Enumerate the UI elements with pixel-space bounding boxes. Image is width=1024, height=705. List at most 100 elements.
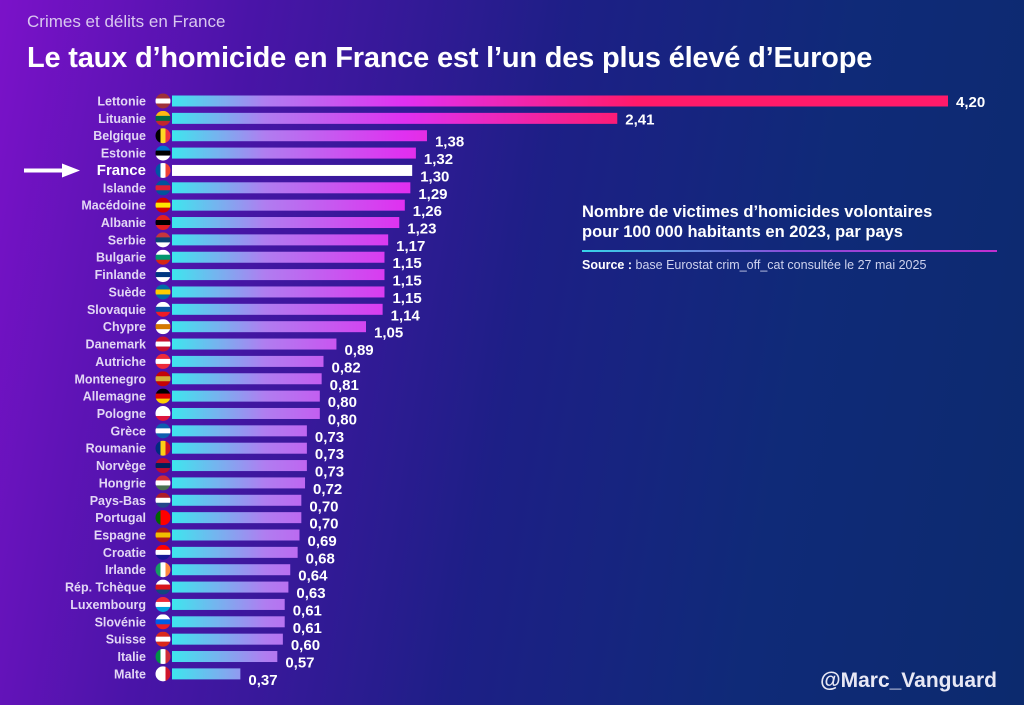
category-label: Danemark: [86, 338, 146, 352]
category-label: Suède: [108, 285, 146, 299]
flag-icon: [155, 371, 171, 387]
flag-icon: [155, 215, 171, 231]
flag-icon: [155, 180, 171, 196]
bar: [172, 460, 307, 472]
bar-row: Danemark 0,89: [86, 336, 374, 359]
value-label: 1,26: [413, 203, 442, 220]
bar-row: Espagne 0,69: [94, 527, 337, 550]
bar: [172, 217, 400, 229]
bar-row: Roumanie 0,73: [86, 440, 344, 463]
value-label: 0,61: [293, 620, 322, 637]
value-label: 1,23: [407, 221, 436, 238]
value-label: 0,68: [306, 550, 335, 567]
bar-row: Chypre 1,05: [103, 319, 403, 342]
bar: [172, 442, 307, 454]
category-label: Albanie: [101, 216, 146, 230]
bar-row: Albanie 1,23: [101, 215, 436, 238]
value-label: 1,17: [396, 238, 425, 255]
bar-row: Irlande 0,64: [105, 562, 328, 585]
bar: [172, 130, 427, 142]
value-label: 0,82: [332, 359, 361, 376]
bar: [172, 633, 283, 645]
bar: [172, 512, 302, 524]
source-note: Source : base Eurostat crim_off_cat cons…: [582, 258, 1002, 272]
category-label: Roumanie: [86, 442, 146, 456]
bar-row: Portugal 0,70: [95, 510, 339, 533]
value-label: 1,38: [435, 134, 464, 151]
flag-icon: [155, 353, 171, 369]
bar-row: Suisse 0,60: [106, 631, 320, 654]
bar: [172, 251, 385, 263]
flag-icon: [155, 544, 171, 560]
value-label: 0,64: [298, 568, 328, 585]
category-label: Malte: [114, 667, 146, 681]
bar: [172, 234, 389, 246]
legend-line-1: Nombre de victimes d’homicides volontair…: [582, 203, 933, 221]
bar: [172, 321, 366, 333]
value-label: 1,15: [392, 255, 421, 272]
flag-icon: [155, 93, 171, 109]
flag-icon: [155, 475, 171, 491]
category-label: Hongrie: [99, 476, 146, 490]
bar-row: Luxembourg 0,61: [70, 596, 322, 619]
flag-icon: [155, 596, 171, 612]
bar: [172, 373, 322, 385]
flag-icon: [155, 614, 171, 630]
value-label: 0,69: [307, 533, 336, 550]
bar: [172, 651, 278, 663]
value-label: 0,73: [315, 464, 344, 481]
category-label: Portugal: [95, 511, 146, 525]
flag-icon: [155, 232, 171, 248]
bar: [172, 668, 241, 680]
value-label: 0,73: [315, 429, 344, 446]
category-label: Islande: [103, 181, 146, 195]
flag-icon: [155, 267, 171, 283]
value-label: 1,05: [374, 325, 403, 342]
category-label: Norvège: [96, 459, 146, 473]
bar: [172, 425, 307, 437]
flag-icon: [155, 145, 171, 161]
value-label: 0,70: [309, 498, 338, 515]
bar-row: Bulgarie 1,15: [96, 249, 422, 272]
bar-row: Islande 1,29: [103, 180, 448, 203]
flag-icon: [155, 301, 171, 317]
value-label: 1,15: [392, 290, 421, 307]
flag-icon: [155, 319, 171, 335]
legend-line-2: pour 100 000 habitants en 2023, par pays: [582, 223, 903, 241]
category-label: Allemagne: [83, 390, 146, 404]
value-label: 0,37: [248, 672, 277, 689]
flag-icon: [155, 423, 171, 439]
bar-row: Allemagne 0,80: [83, 388, 357, 411]
bar: [172, 338, 337, 350]
bar-row: Autriche 0,82: [95, 353, 361, 376]
bar-row: Norvège 0,73: [96, 458, 344, 481]
category-label: Lituanie: [98, 112, 146, 126]
value-label: 0,63: [296, 585, 325, 602]
bar-row: Lettonie 4,20: [97, 93, 985, 111]
chart-title: Le taux d’homicide en France est l’un de…: [27, 42, 873, 74]
bar: [172, 303, 383, 315]
value-label: 0,61: [293, 602, 322, 619]
bar: [172, 390, 320, 402]
bar: [172, 407, 320, 419]
bar: [172, 164, 413, 176]
flag-icon: [155, 128, 171, 144]
bar: [172, 581, 289, 593]
flag-icon: [155, 110, 171, 126]
value-label: 0,80: [328, 394, 357, 411]
bar-row: Hongrie 0,72: [99, 475, 342, 498]
source-label: Source :: [582, 258, 633, 272]
bar: [172, 286, 385, 298]
category-label: Italie: [118, 650, 147, 664]
category-label: Slovénie: [95, 615, 146, 629]
bar: [172, 355, 324, 367]
value-label: 0,60: [291, 637, 320, 654]
value-label: 2,41: [625, 111, 654, 128]
bar: [172, 598, 285, 610]
legend-box: Nombre de victimes d’homicides volontair…: [582, 202, 1002, 272]
category-label: Chypre: [103, 320, 146, 334]
value-label: 0,73: [315, 446, 344, 463]
value-label: 0,80: [328, 411, 357, 428]
category-label: Bulgarie: [96, 251, 146, 265]
category-label: Espagne: [94, 529, 146, 543]
